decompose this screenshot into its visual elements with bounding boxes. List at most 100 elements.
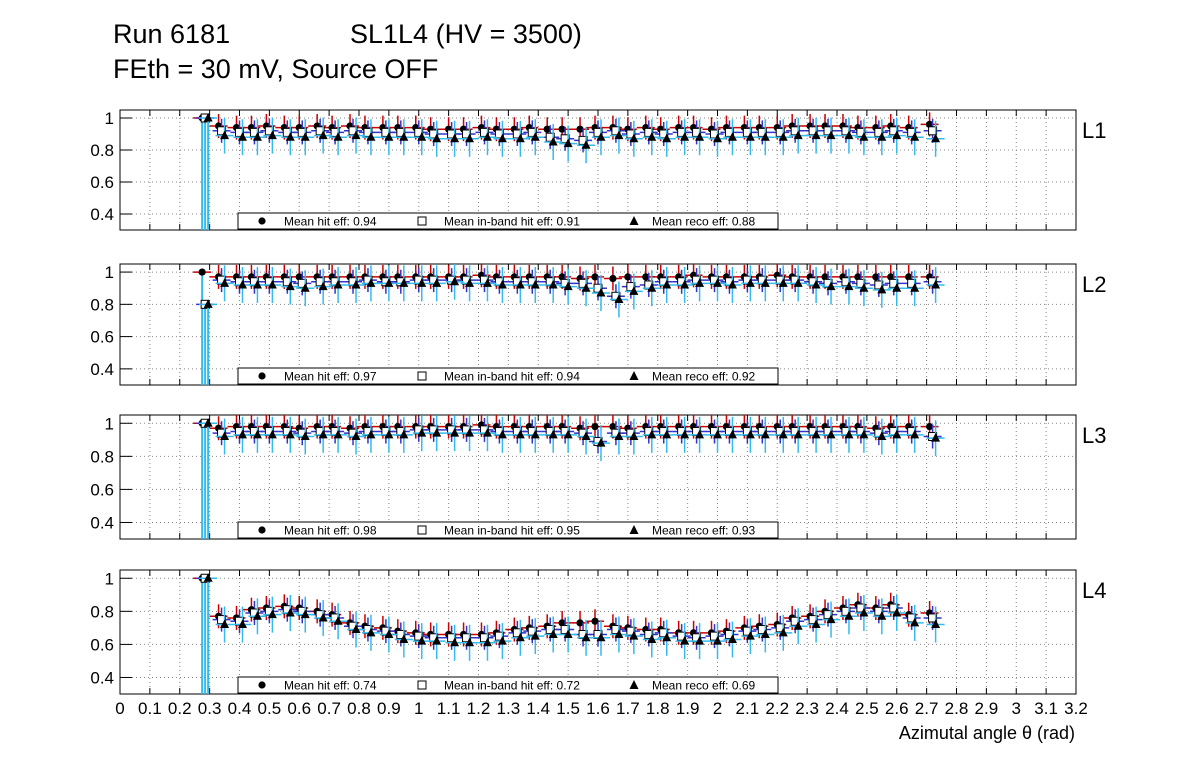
- point-reco: [727, 279, 737, 289]
- point-reco: [745, 278, 755, 287]
- point-reco: [778, 429, 788, 439]
- point-reco: [581, 632, 591, 642]
- point-reco: [252, 429, 262, 439]
- point-inband: [889, 603, 899, 613]
- point-reco: [548, 137, 558, 146]
- point-reco: [203, 573, 213, 582]
- point-reco: [497, 636, 507, 645]
- point-hit: [591, 422, 599, 431]
- point-reco: [252, 132, 262, 141]
- point-inband: [512, 129, 522, 139]
- point-inband: [512, 628, 522, 638]
- point-reco: [530, 132, 540, 141]
- point-inband: [928, 126, 938, 136]
- point-inband: [889, 126, 899, 136]
- point-reco: [614, 130, 624, 140]
- point-inband: [626, 129, 636, 139]
- x-tick-label: 0.3: [198, 699, 222, 718]
- point-reco: [366, 278, 376, 287]
- point-reco: [238, 429, 247, 439]
- legend-marker-inband: [417, 525, 427, 535]
- legend-marker-hit: [258, 372, 266, 380]
- point-reco: [680, 132, 690, 141]
- legend-box: [237, 676, 779, 694]
- legend-marker-reco: [629, 525, 639, 534]
- point-inband: [414, 127, 424, 137]
- y-tick-label: 0.8: [90, 602, 114, 621]
- point-inband: [297, 278, 307, 288]
- legend-hit: Mean hit eff: 0.97: [284, 370, 377, 384]
- point-inband: [494, 631, 504, 641]
- point-reco: [238, 132, 247, 141]
- point-reco: [318, 281, 328, 291]
- point-hit: [591, 617, 599, 625]
- x-tick-label: 2.4: [825, 699, 849, 718]
- point-reco: [811, 429, 821, 439]
- point-hit: [926, 120, 934, 128]
- point-inband: [626, 282, 636, 292]
- point-reco: [713, 278, 723, 287]
- point-reco: [220, 619, 230, 629]
- point-reco: [515, 429, 525, 439]
- point-hit: [609, 422, 617, 431]
- point-inband: [414, 631, 424, 641]
- point-hit: [624, 273, 632, 281]
- point-reco: [465, 637, 475, 647]
- point-inband: [808, 126, 818, 136]
- point-reco: [318, 130, 328, 140]
- point-inband: [874, 127, 884, 137]
- x-tick-label: 2.8: [945, 699, 969, 718]
- point-reco: [892, 283, 902, 292]
- point-inband: [560, 625, 570, 635]
- point-reco: [465, 428, 475, 437]
- point-reco: [432, 428, 442, 437]
- point-reco: [662, 429, 672, 439]
- point-reco: [530, 429, 540, 439]
- point-reco: [285, 429, 295, 439]
- point-reco: [647, 132, 657, 141]
- point-reco: [745, 429, 755, 439]
- point-reco: [399, 634, 409, 643]
- point-reco: [844, 429, 854, 439]
- point-inband: [560, 134, 570, 144]
- point-reco: [465, 133, 475, 143]
- point-reco: [497, 133, 507, 143]
- point-reco: [497, 429, 507, 439]
- point-reco: [745, 132, 755, 141]
- point-reco: [877, 132, 887, 141]
- point-inband: [447, 129, 457, 139]
- point-hit: [609, 274, 617, 283]
- point-inband: [823, 610, 833, 620]
- point-inband: [545, 625, 555, 635]
- legend-hit: Mean hit eff: 0.94: [284, 215, 377, 229]
- x-tick-label: 0.5: [258, 699, 282, 718]
- x-tick-label: 0.7: [317, 699, 341, 718]
- point-inband: [856, 278, 866, 288]
- point-reco: [581, 140, 591, 149]
- point-reco: [695, 278, 705, 287]
- y-tick-label: 0.4: [90, 513, 114, 532]
- point-inband: [757, 625, 767, 635]
- point-reco: [826, 429, 836, 439]
- point-inband: [479, 633, 489, 643]
- legend-reco: Mean reco eff: 0.92: [652, 370, 756, 384]
- point-hit: [543, 125, 551, 133]
- point-reco: [548, 629, 558, 638]
- legend: Mean hit eff: 0.94 Mean in-band hit eff: …: [237, 212, 779, 230]
- point-reco: [238, 279, 247, 289]
- point-inband: [381, 127, 391, 137]
- point-hit: [887, 273, 895, 281]
- point-reco: [300, 609, 310, 619]
- point-reco: [892, 607, 902, 617]
- point-reco: [530, 279, 540, 289]
- legend-reco: Mean reco eff: 0.88: [652, 215, 756, 229]
- point-inband: [710, 129, 720, 139]
- y-tick-label: 1: [105, 569, 114, 588]
- point-inband: [677, 127, 687, 137]
- point-reco: [432, 133, 442, 143]
- x-tick-label: 2.5: [855, 699, 879, 718]
- legend-reco: Mean reco eff: 0.69: [652, 679, 756, 693]
- point-hit: [926, 422, 934, 431]
- series-triangle: [199, 573, 945, 694]
- point-inband: [447, 633, 457, 643]
